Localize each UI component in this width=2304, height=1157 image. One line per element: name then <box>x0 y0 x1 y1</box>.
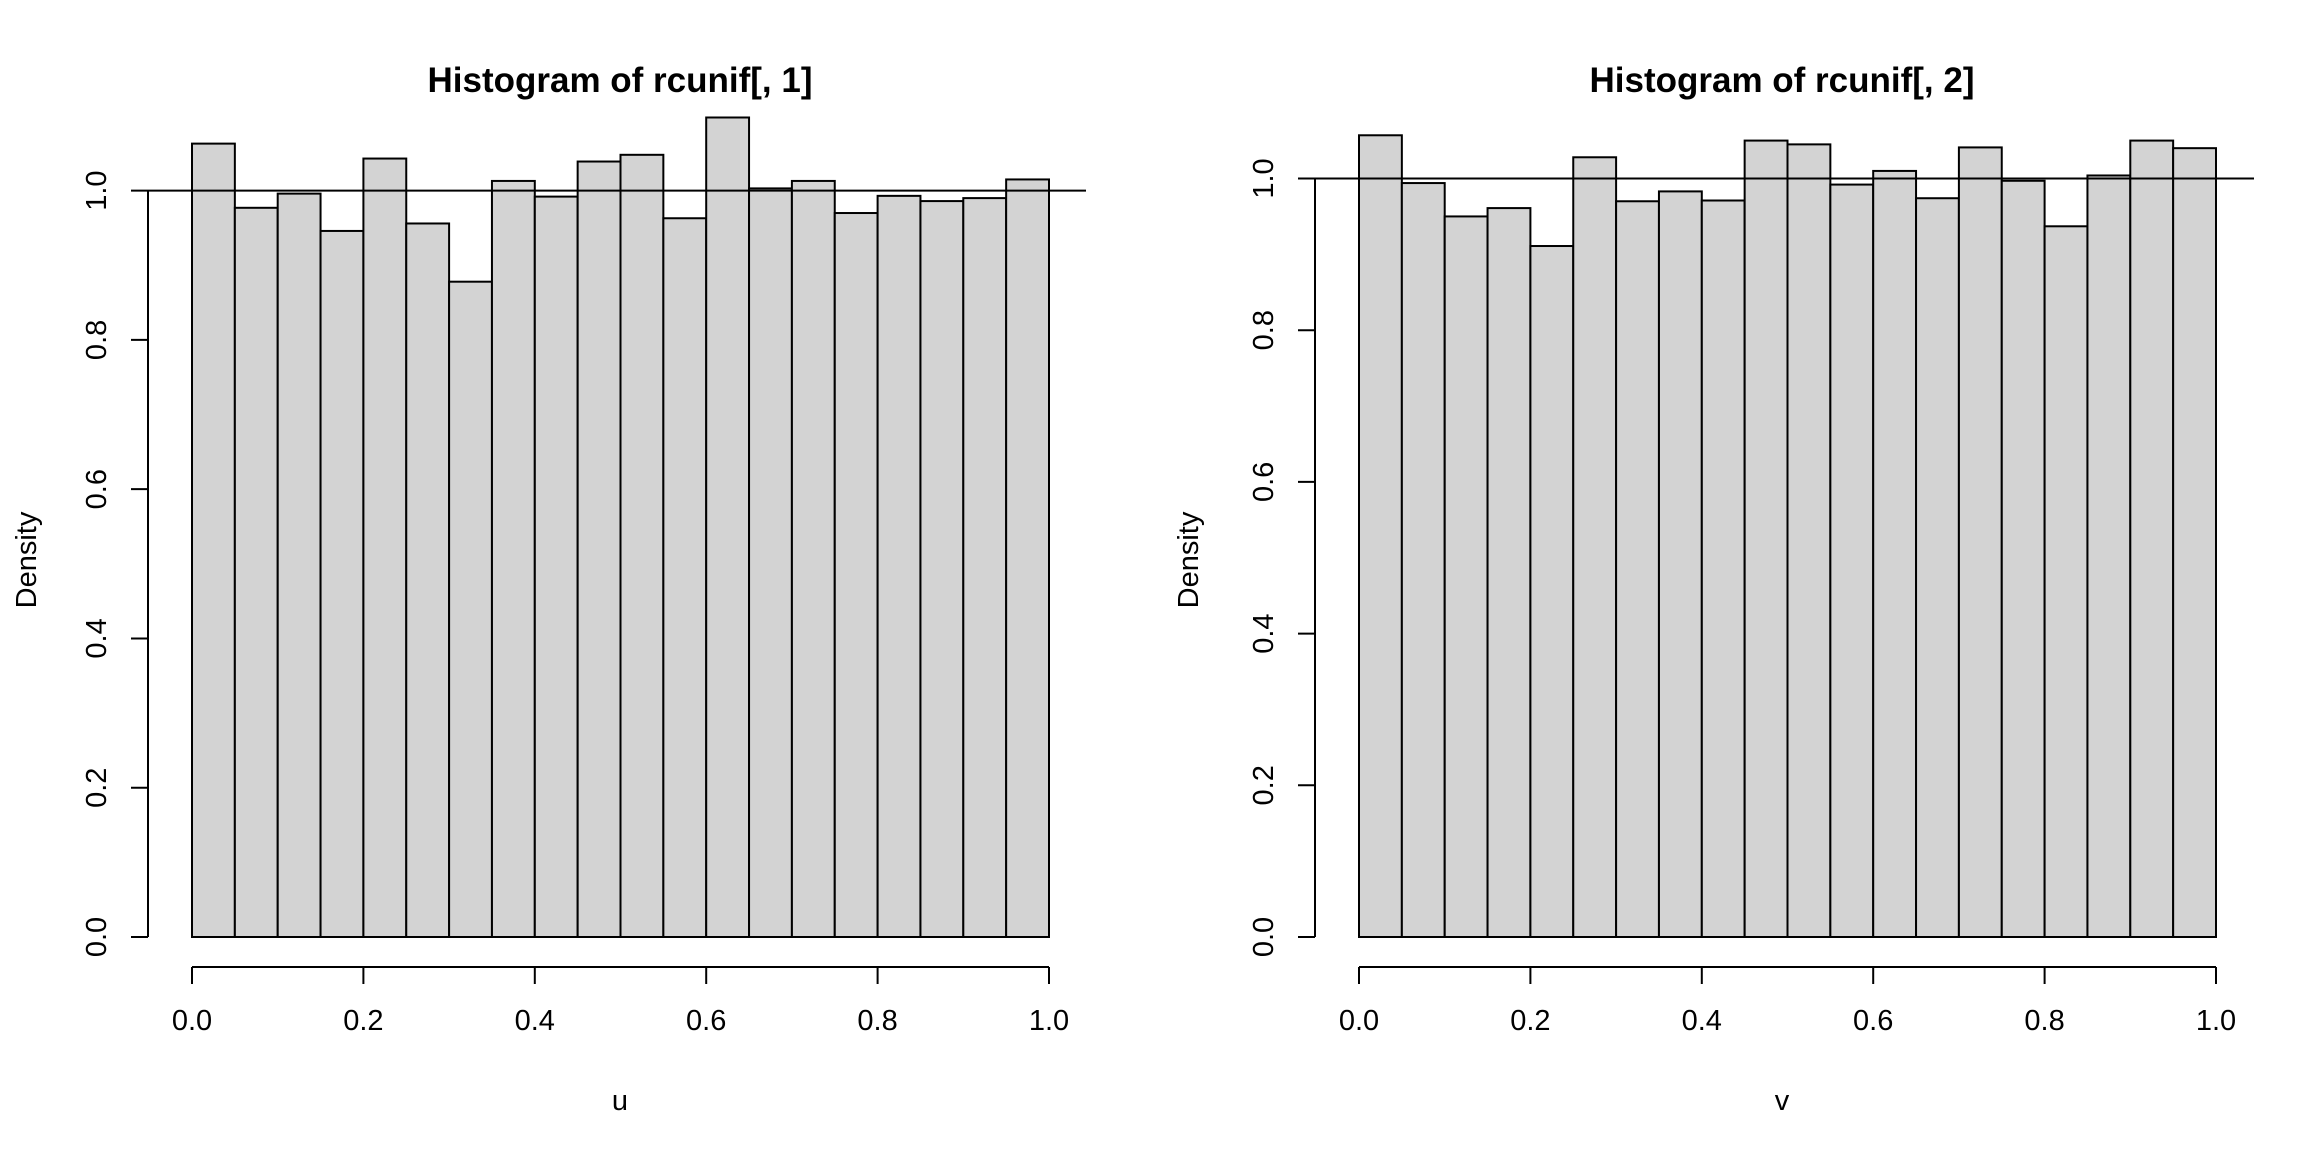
histogram-bar <box>319 229 365 938</box>
histogram-bar <box>1529 245 1575 939</box>
histogram-bar <box>233 206 279 938</box>
histogram-bar <box>490 179 536 938</box>
x-tick-label: 1.0 <box>1029 1005 1069 1037</box>
histogram-bar <box>1358 134 1403 939</box>
y-tick-label: 0.0 <box>81 917 113 957</box>
histogram-bar <box>2172 147 2217 939</box>
x-tick-label: 0.8 <box>857 1005 897 1037</box>
histogram-bar <box>191 142 236 938</box>
histogram-bar <box>362 157 408 938</box>
histogram-bar <box>448 280 493 938</box>
histogram-bar <box>962 197 1008 939</box>
x-tick-label: 0.6 <box>1853 1005 1893 1037</box>
histogram-bar <box>533 195 579 938</box>
x-tick-label: 0.0 <box>1339 1005 1379 1037</box>
histogram-bar <box>1657 190 1703 939</box>
x-tick-label: 0.2 <box>1510 1005 1550 1037</box>
histogram-bar <box>1400 182 1446 939</box>
chart-title: Histogram of rcunif[, 1] <box>427 61 812 100</box>
histogram-bar <box>2086 174 2132 939</box>
histogram-bar <box>1786 143 1832 938</box>
histogram-bar <box>576 160 622 938</box>
bars <box>191 116 1051 939</box>
y-tick-label: 0.4 <box>81 618 113 658</box>
histogram-bar <box>748 187 793 938</box>
y-tick-label: 1.0 <box>81 170 113 210</box>
histogram-bar <box>1872 169 1918 939</box>
histogram-bar <box>1486 207 1532 938</box>
y-tick-label: 1.0 <box>1248 158 1280 198</box>
histogram-bar <box>2043 225 2089 939</box>
y-tick-label: 0.8 <box>1248 310 1280 350</box>
x-tick-label: 0.4 <box>515 1005 555 1037</box>
y-tick-label: 0.0 <box>1248 917 1280 957</box>
x-axis-label: v <box>1775 1085 1790 1117</box>
y-axis-label: Density <box>11 511 43 608</box>
x-tick-label: 0.8 <box>2024 1005 2064 1037</box>
histogram-bar <box>276 192 322 938</box>
histogram-bar <box>919 200 965 938</box>
histogram-bar <box>1572 156 1618 938</box>
histogram-bar <box>2129 139 2175 938</box>
x-tick-label: 0.6 <box>686 1005 726 1037</box>
bars <box>1358 134 2217 939</box>
histogram-panel-u: Histogram of rcunif[, 1] u Density 0.0 0.… <box>11 61 1086 1117</box>
histogram-bar <box>876 194 922 939</box>
y-tick-label: 0.6 <box>1248 462 1280 502</box>
histogram-bar <box>1915 197 1960 939</box>
x-axis-label: u <box>612 1085 628 1117</box>
histogram-bar <box>1700 199 1746 938</box>
histogram-bar <box>619 153 665 938</box>
histogram-bar <box>1743 139 1789 938</box>
histogram-bar <box>833 212 879 938</box>
x-tick-label: 0.0 <box>172 1005 212 1037</box>
y-tick-label: 0.4 <box>1248 613 1280 653</box>
histogram-bar <box>662 217 708 938</box>
y-tick-label: 0.8 <box>81 320 113 360</box>
y-tick-label: 0.6 <box>81 469 113 509</box>
histogram-bar <box>790 179 836 938</box>
y-axis: 0.0 0.2 0.4 0.6 0.8 1.0 <box>81 170 149 957</box>
histogram-bar <box>1829 183 1875 939</box>
histogram-bar <box>1443 215 1489 938</box>
histogram-bar <box>2000 179 2046 938</box>
y-axis-label: Density <box>1173 511 1205 608</box>
x-axis: 0.0 0.2 0.4 0.6 0.8 1.0 <box>1339 966 2236 1037</box>
x-tick-label: 0.4 <box>1682 1005 1722 1037</box>
histogram-bar <box>1957 146 2003 938</box>
x-tick-label: 1.0 <box>2196 1005 2236 1037</box>
y-tick-label: 0.2 <box>81 768 113 808</box>
histogram-bar <box>705 116 751 938</box>
histogram-bar <box>1005 178 1051 938</box>
chart-title: Histogram of rcunif[, 2] <box>1589 61 1974 100</box>
histogram-bar <box>1615 200 1660 938</box>
x-tick-label: 0.2 <box>343 1005 383 1037</box>
histogram-panel-v: Histogram of rcunif[, 2] v Density 0.0 0.… <box>1173 61 2254 1117</box>
histogram-bar <box>405 222 451 938</box>
y-axis: 0.0 0.2 0.4 0.6 0.8 1.0 <box>1248 158 1316 957</box>
x-axis: 0.0 0.2 0.4 0.6 0.8 1.0 <box>172 966 1069 1037</box>
y-tick-label: 0.2 <box>1248 765 1280 805</box>
